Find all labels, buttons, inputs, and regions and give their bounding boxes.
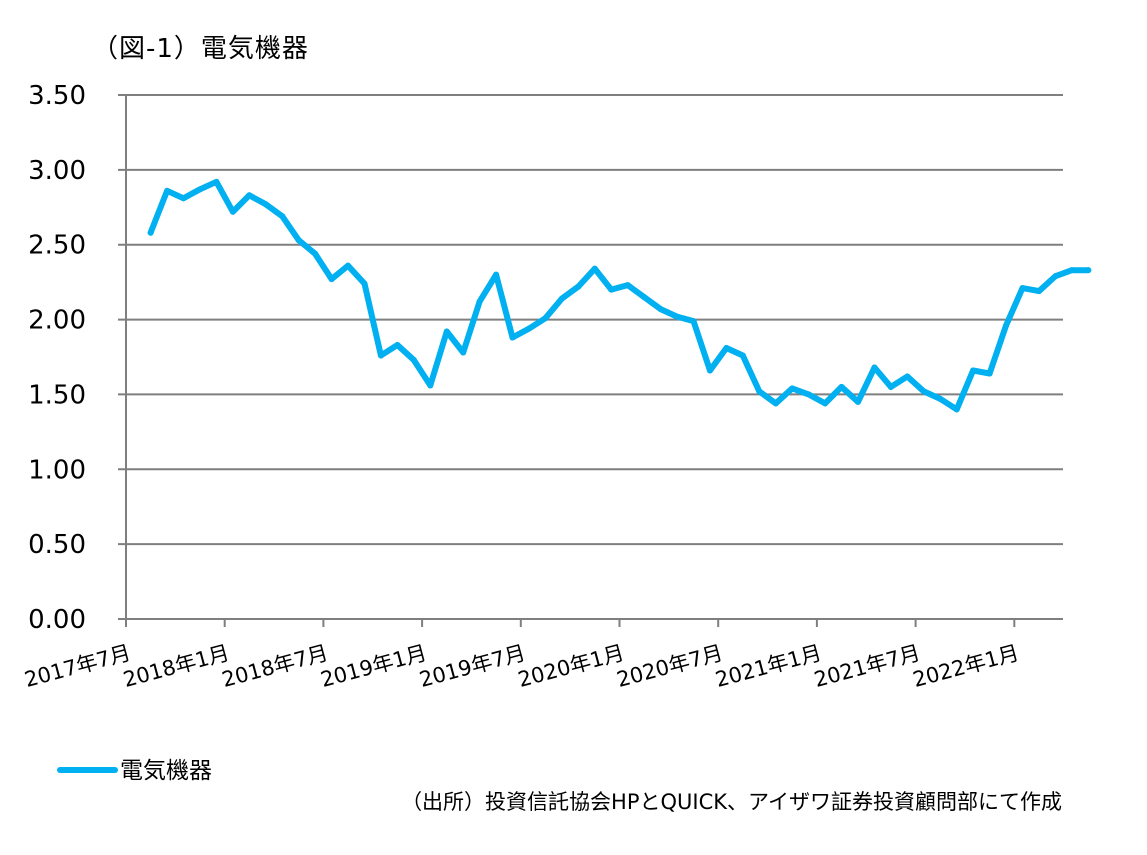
x-tick-label: 2019年7月 [417, 641, 528, 692]
x-axis: 2017年7月2018年1月2018年7月2019年1月2019年7月2020年… [22, 619, 1022, 692]
data-point [1068, 267, 1075, 274]
data-point [855, 398, 861, 405]
data-point [558, 295, 565, 302]
data-point [706, 367, 713, 374]
source-note: （出所）投資信託協会HPとQUICK、アイザワ証券投資顧問部にて作成 [401, 790, 1062, 814]
data-point [509, 334, 516, 341]
data-point [345, 262, 352, 269]
x-tick-label: 2021年1月 [713, 641, 824, 692]
figure-title: （図-1）電気機器 [92, 34, 309, 64]
data-point [180, 195, 187, 202]
data-point [641, 294, 648, 301]
data-point [871, 364, 878, 371]
data-point [887, 383, 894, 390]
legend: 電気機器 [57, 758, 212, 784]
y-tick-label: 1.50 [28, 380, 86, 410]
data-point [262, 201, 269, 208]
data-point [970, 367, 977, 374]
y-tick-label: 1.00 [28, 455, 86, 485]
y-tick-label: 3.00 [28, 156, 86, 186]
data-point [805, 391, 812, 398]
data-point [526, 325, 532, 332]
data-point [427, 382, 434, 389]
data-point [789, 385, 796, 392]
data-point [1019, 285, 1026, 292]
data-point [295, 237, 302, 244]
data-point [756, 388, 763, 395]
y-tick-label: 0.50 [28, 530, 86, 560]
data-point [986, 370, 993, 377]
data-point [493, 271, 500, 278]
data-point [772, 400, 779, 407]
data-point [476, 298, 483, 305]
data-point [147, 229, 154, 236]
data-point [591, 265, 598, 272]
y-tick-label: 2.00 [28, 306, 86, 336]
data-point [377, 352, 384, 359]
x-tick-label: 2017年7月 [22, 641, 133, 692]
data-point [164, 187, 171, 194]
data-point [229, 208, 236, 215]
data-point [904, 373, 911, 380]
data-point [394, 342, 401, 349]
data-point [361, 280, 368, 287]
data-point [739, 352, 746, 359]
data-point [1003, 322, 1010, 329]
data-point [328, 276, 335, 283]
y-axis: 0.00 0.50 1.00 1.50 2.00 2.50 3.00 3.50 [28, 81, 127, 635]
x-tick-label: 2018年7月 [219, 641, 330, 692]
data-point [937, 395, 944, 402]
legend-label: 電気機器 [120, 758, 212, 784]
data-point [838, 383, 845, 390]
gridlines [118, 94, 1063, 620]
x-tick-label: 2020年1月 [515, 641, 626, 692]
data-point [197, 186, 203, 193]
data-point [1052, 273, 1059, 280]
y-tick-label: 2.50 [28, 231, 86, 261]
x-tick-label: 2021年7月 [812, 641, 923, 692]
data-point [608, 286, 615, 293]
data-point [624, 282, 631, 289]
data-point [410, 356, 417, 363]
data-point [822, 400, 829, 407]
data-point [575, 283, 582, 290]
data-point [1085, 267, 1092, 274]
data-point [674, 313, 681, 320]
x-tick-label: 2020年7月 [614, 641, 725, 692]
data-point [279, 213, 286, 220]
data-point [690, 318, 697, 325]
data-point [1035, 288, 1042, 295]
data-point [312, 250, 319, 257]
x-tick-label: 2022年1月 [910, 641, 1021, 692]
data-point [542, 315, 549, 322]
series-line-0 [147, 178, 1092, 413]
data-point [723, 345, 730, 352]
data-point [246, 192, 253, 199]
x-tick-label: 2019年1月 [318, 641, 429, 692]
y-tick-label: 3.50 [28, 81, 86, 111]
data-point [657, 306, 664, 313]
data-point [920, 388, 927, 395]
series-layer [147, 178, 1092, 413]
data-point [443, 328, 450, 335]
data-point [460, 349, 467, 356]
y-tick-label: 0.00 [28, 605, 86, 635]
data-point [213, 178, 220, 185]
data-point [953, 406, 960, 413]
x-tick-label: 2018年1月 [121, 641, 232, 692]
